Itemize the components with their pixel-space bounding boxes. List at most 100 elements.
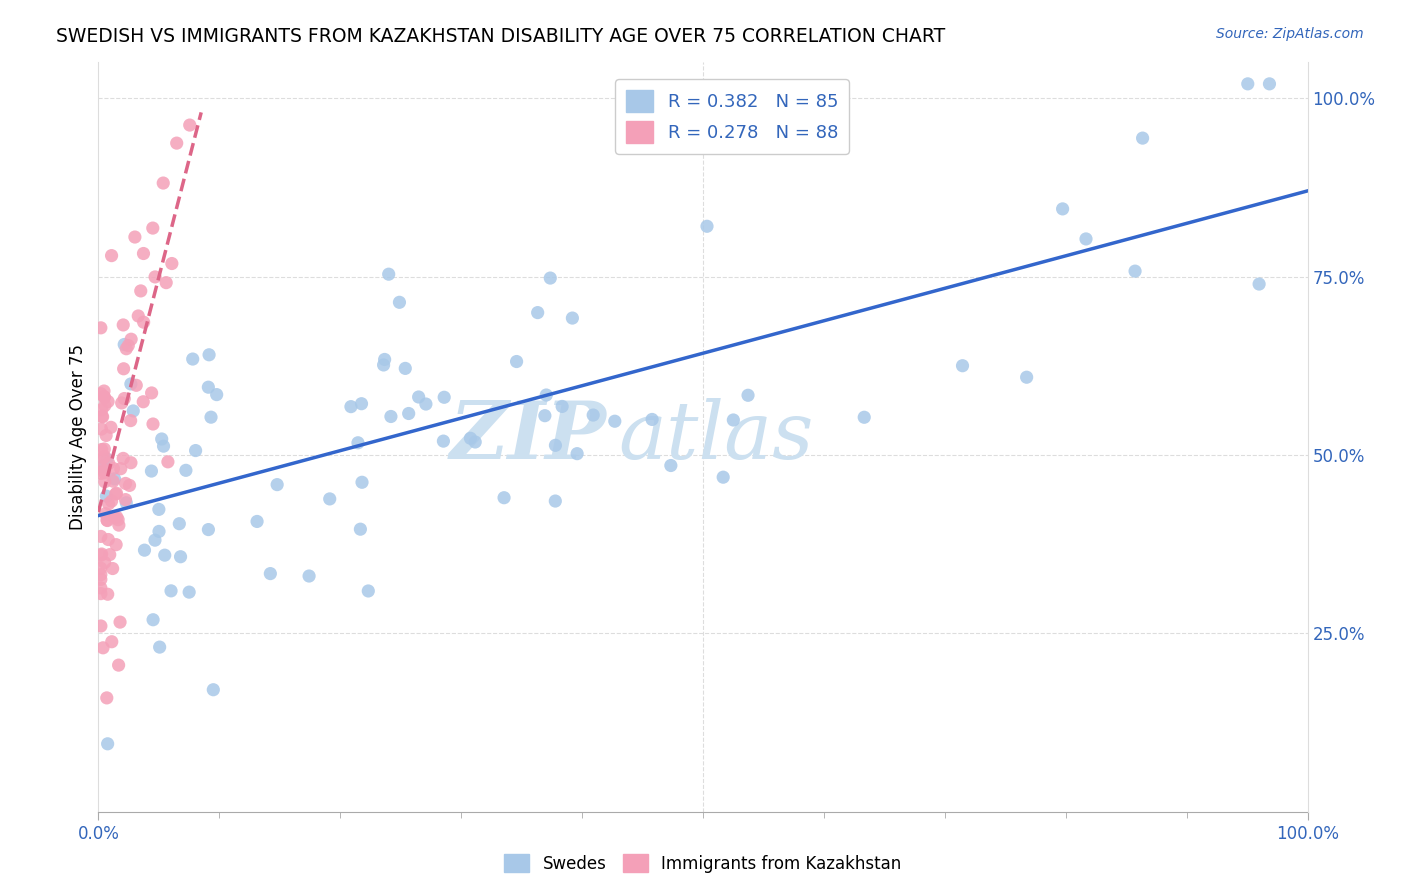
Point <box>120 414 142 428</box>
Point <box>112 451 135 466</box>
Point <box>90 573 112 587</box>
Point <box>374 352 396 367</box>
Point <box>108 615 131 629</box>
Point <box>464 435 486 450</box>
Legend: R = 0.382   N = 85, R = 0.278   N = 88: R = 0.382 N = 85, R = 0.278 N = 88 <box>616 79 849 153</box>
Point <box>93 390 115 404</box>
Point <box>90 402 112 417</box>
Point <box>266 477 288 491</box>
Point <box>1052 202 1074 216</box>
Point <box>551 400 574 414</box>
Point <box>181 352 204 367</box>
Point <box>101 561 124 575</box>
Point <box>100 634 122 648</box>
Point <box>101 474 124 488</box>
Point <box>398 407 420 421</box>
Point <box>155 276 177 290</box>
Point <box>90 529 112 543</box>
Point <box>357 584 380 599</box>
Point <box>205 387 228 401</box>
Point <box>91 409 114 424</box>
Point <box>433 390 456 404</box>
Point <box>696 219 718 234</box>
Point <box>115 496 138 510</box>
Point <box>259 566 281 581</box>
Point <box>142 417 165 431</box>
Point <box>394 361 416 376</box>
Point <box>100 249 122 263</box>
Point <box>91 450 114 465</box>
Point <box>1249 277 1271 291</box>
Point <box>112 337 135 351</box>
Point <box>526 305 548 319</box>
Point <box>737 388 759 402</box>
Point <box>152 176 174 190</box>
Point <box>1258 77 1281 91</box>
Point <box>115 342 138 356</box>
Point <box>97 457 120 471</box>
Point <box>505 354 527 368</box>
Point <box>125 378 148 392</box>
Point <box>96 489 118 503</box>
Point <box>169 549 191 564</box>
Point <box>112 318 135 332</box>
Point <box>432 434 454 449</box>
Point <box>377 267 399 281</box>
Point <box>350 475 373 490</box>
Point <box>100 420 122 434</box>
Text: Source: ZipAtlas.com: Source: ZipAtlas.com <box>1216 27 1364 41</box>
Point <box>103 472 125 486</box>
Point <box>952 359 974 373</box>
Point <box>142 613 165 627</box>
Text: ZIP: ZIP <box>450 399 606 475</box>
Point <box>111 396 134 410</box>
Point <box>415 397 437 411</box>
Point <box>91 409 114 424</box>
Point <box>1015 370 1038 384</box>
Point <box>246 515 269 529</box>
Point <box>659 458 682 473</box>
Point <box>153 548 176 562</box>
Point <box>96 452 118 467</box>
Point <box>132 246 155 260</box>
Point <box>298 569 321 583</box>
Point <box>319 491 342 506</box>
Point <box>114 476 136 491</box>
Point <box>143 533 166 548</box>
Point <box>141 464 163 478</box>
Point <box>94 399 117 413</box>
Point <box>97 394 120 409</box>
Point <box>179 585 201 599</box>
Point <box>160 583 183 598</box>
Point <box>98 548 121 562</box>
Point <box>94 428 117 442</box>
Point <box>90 321 112 335</box>
Point <box>152 439 174 453</box>
Text: atlas: atlas <box>619 399 814 475</box>
Point <box>103 509 125 524</box>
Point <box>156 455 179 469</box>
Point <box>97 497 120 511</box>
Point <box>160 256 183 270</box>
Point <box>93 556 115 570</box>
Point <box>197 523 219 537</box>
Point <box>100 494 122 508</box>
Point <box>179 118 201 132</box>
Point <box>141 386 163 401</box>
Point <box>105 510 128 524</box>
Y-axis label: Disability Age Over 75: Disability Age Over 75 <box>69 344 87 530</box>
Point <box>349 522 371 536</box>
Point <box>200 410 222 425</box>
Point <box>149 640 172 654</box>
Point <box>107 658 129 673</box>
Point <box>340 400 363 414</box>
Point <box>90 467 112 481</box>
Point <box>90 460 112 475</box>
Point <box>347 435 370 450</box>
Point <box>120 456 142 470</box>
Point <box>93 442 115 456</box>
Point <box>534 409 557 423</box>
Point <box>110 461 132 475</box>
Point <box>723 413 745 427</box>
Point <box>169 516 191 531</box>
